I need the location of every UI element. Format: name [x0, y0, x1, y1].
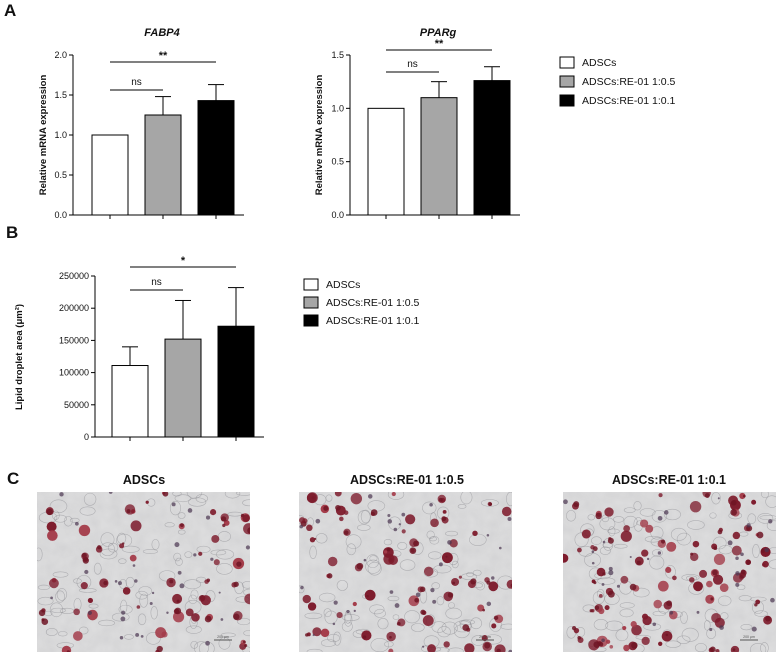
lipid-area-bar-chart: Lipid droplet area (μm²) 0 50000 100000 150…	[14, 255, 264, 442]
fabp4-chart-title: FABP4	[144, 27, 179, 39]
legend-b-swatch-adscs	[303, 278, 319, 291]
scale-bar-label-3: 200 μm	[743, 635, 755, 639]
panel-label-a: A	[4, 1, 16, 20]
legend-b-label-ratio-0-5: ADSCs:RE-01 1:0.5	[326, 297, 420, 309]
fabp4-error-bar-2	[155, 96, 171, 115]
legend-b-label-ratio-0-1: ADSCs:RE-01 1:0.1	[326, 315, 420, 327]
scale-bar-label-2: 200 μm	[479, 635, 491, 639]
pparg-bar-chart: PPARg Relative mRNA expression 0.0 0.5 1.0…	[314, 27, 520, 220]
legend-panel-b: ADSCs ADSCs:RE-01 1:0.5 ADSCs:RE-01 1:0.…	[303, 278, 420, 327]
pparg-y-tick-label-2: 1.0	[331, 103, 344, 113]
legend-b-swatch-ratio-0-1	[303, 314, 319, 327]
pparg-error-bar-3	[484, 66, 500, 81]
lipid-y-tick-label-2: 100000	[59, 368, 89, 378]
lipid-bar-3	[217, 325, 255, 438]
lipid-y-tick-label-3: 150000	[59, 335, 89, 345]
pparg-error-bar-2	[431, 81, 447, 98]
lipid-y-tick-label-1: 50000	[64, 400, 89, 410]
image-title-adscs: ADSCs	[123, 473, 165, 487]
panel-label-c: C	[7, 469, 19, 488]
fabp4-bar-2	[144, 114, 182, 216]
pparg-bar-1	[367, 107, 405, 216]
scale-bar-label-1: 200 μm	[217, 635, 229, 639]
fabp4-error-bar-3	[208, 84, 224, 101]
lipid-y-axis-label: Lipid droplet area (μm²)	[14, 304, 25, 410]
lipid-error-bar-3	[228, 287, 244, 327]
legend-label-ratio-0-5: ADSCs:RE-01 1:0.5	[582, 76, 676, 88]
legend-label-ratio-0-1: ADSCs:RE-01 1:0.1	[582, 95, 676, 107]
panel-label-b: B	[6, 223, 18, 242]
fabp4-y-tick-label-0: 0.0	[54, 210, 67, 220]
pparg-y-tick-label-3: 1.5	[331, 50, 344, 60]
image-title-ratio-0-5: ADSCs:RE-01 1:0.5	[350, 473, 464, 487]
lipid-significance-label-1: ns	[151, 277, 162, 288]
pparg-y-tick-label-1: 0.5	[331, 157, 344, 167]
pparg-bar-2	[420, 97, 458, 216]
pparg-chart-title: PPARg	[420, 27, 457, 39]
lipid-bar-1	[111, 365, 149, 438]
fabp4-significance-label-1: ns	[131, 77, 142, 88]
lipid-y-tick-label-0: 0	[84, 432, 89, 442]
pparg-significance-label-1: ns	[407, 59, 418, 70]
pparg-bar-3	[473, 80, 511, 216]
fabp4-y-tick-label-3: 1.5	[54, 90, 67, 100]
legend-panel-a: ADSCs ADSCs:RE-01 1:0.5 ADSCs:RE-01 1:0.…	[559, 56, 676, 107]
pparg-y-axis-label: Relative mRNA expression	[314, 75, 325, 196]
lipid-error-bar-1	[122, 346, 138, 366]
micrograph-1: 200 μm	[37, 492, 250, 652]
fabp4-significance-label-2: **	[159, 50, 168, 62]
fabp4-y-axis-label: Relative mRNA expression	[38, 75, 49, 196]
fabp4-bar-chart: FABP4 Relative mRNA expression 0.0 0.5 1.0…	[38, 27, 244, 220]
lipid-significance-label-2: *	[181, 255, 186, 267]
micrograph-3: 200 μm	[563, 492, 776, 652]
pparg-y-tick-label-0: 0.0	[331, 210, 344, 220]
image-title-ratio-0-1: ADSCs:RE-01 1:0.1	[612, 473, 726, 487]
fabp4-bar-3	[197, 100, 235, 216]
lipid-y-tick-label-5: 250000	[59, 271, 89, 281]
micrograph-2: 200 μm	[299, 492, 512, 652]
fabp4-y-tick-label-2: 1.0	[54, 130, 67, 140]
fabp4-y-tick-label-1: 0.5	[54, 170, 67, 180]
lipid-error-bar-2	[175, 299, 191, 340]
legend-swatch-ratio-0-1	[559, 94, 575, 107]
oil-red-o-micrographs: 200 μm 200 μm 200 μm	[37, 492, 776, 652]
pparg-significance-label-2: **	[435, 38, 444, 50]
legend-label-adscs: ADSCs	[582, 57, 616, 69]
fabp4-bar-1	[91, 134, 129, 216]
legend-b-label-adscs: ADSCs	[326, 279, 360, 291]
lipid-y-tick-label-4: 200000	[59, 303, 89, 313]
fabp4-y-tick-label-4: 2.0	[54, 50, 67, 60]
legend-swatch-adscs	[559, 56, 575, 69]
legend-b-swatch-ratio-0-5	[303, 296, 319, 309]
lipid-bar-2	[164, 338, 202, 438]
legend-swatch-ratio-0-5	[559, 75, 575, 88]
